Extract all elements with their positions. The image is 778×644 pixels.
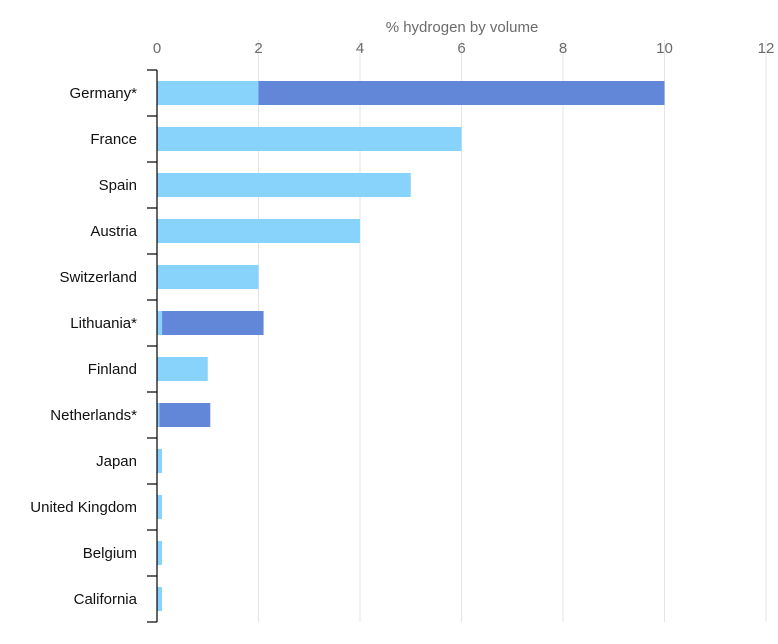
x-tick-label: 8 (559, 40, 567, 57)
bar-segment-1 (157, 127, 462, 151)
x-tick-label: 12 (758, 40, 775, 57)
category-label: Belgium (83, 545, 137, 562)
category-label: Germany* (69, 85, 137, 102)
category-label: California (74, 591, 138, 608)
bar-segment-1 (157, 357, 208, 381)
bars (157, 81, 665, 611)
category-label: United Kingdom (30, 499, 137, 516)
category-label: Switzerland (59, 269, 137, 286)
category-label: Japan (96, 453, 137, 470)
bar-segment-1 (157, 311, 163, 335)
category-label: Austria (90, 223, 137, 240)
bar-segment-1 (157, 219, 360, 243)
x-axis-title: % hydrogen by volume (386, 19, 539, 36)
bar-segment-1 (157, 541, 163, 565)
bar-segment-2 (258, 81, 665, 105)
category-label: Spain (99, 177, 137, 194)
bar-segment-2 (162, 311, 264, 335)
bar-segment-1 (157, 81, 259, 105)
bar-segment-1 (157, 403, 160, 427)
x-tick-label: 0 (153, 40, 161, 57)
bar-segment-1 (157, 495, 163, 519)
bar-segment-1 (157, 265, 259, 289)
bar-segment-1 (157, 449, 163, 473)
x-tick-label: 6 (457, 40, 465, 57)
x-tick-labels: 0 2 4 6 8 10 12 (153, 40, 775, 57)
bar-segment-2 (159, 403, 211, 427)
category-label: Netherlands* (50, 407, 137, 424)
category-label: France (90, 131, 137, 148)
bar-segment-1 (157, 173, 411, 197)
x-tick-label: 4 (356, 40, 364, 57)
y-axis (147, 69, 158, 623)
bar-segment-1 (157, 587, 163, 611)
x-tick-label: 2 (254, 40, 262, 57)
x-tick-label: 10 (656, 40, 673, 57)
category-label: Lithuania* (70, 315, 137, 332)
category-label: Finland (88, 361, 137, 378)
category-labels: Germany* France Spain Austria Switzerland Lit… (30, 85, 137, 608)
